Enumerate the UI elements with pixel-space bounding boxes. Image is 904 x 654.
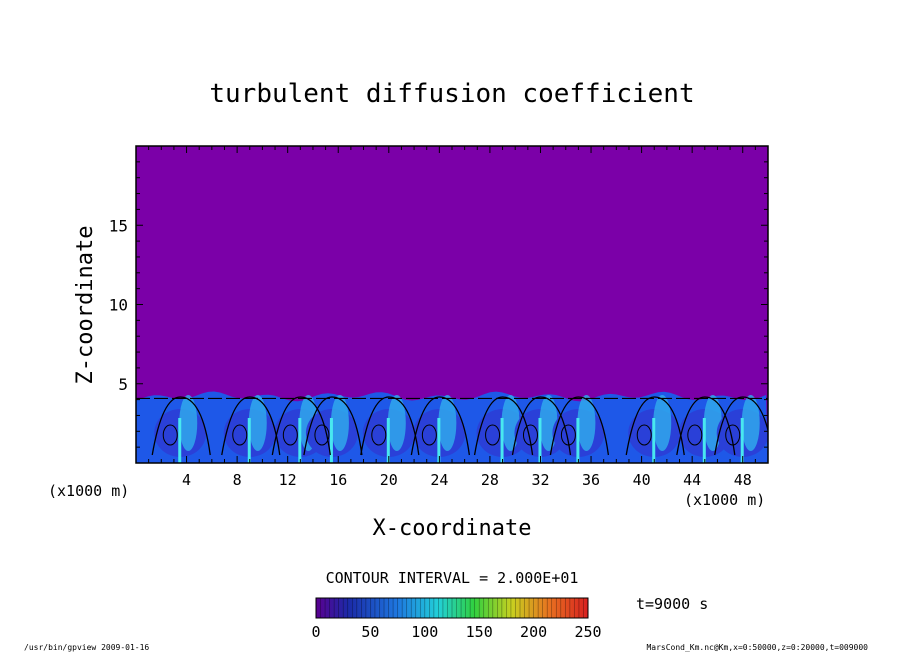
contour-line (676, 396, 736, 456)
plume-updraft (330, 395, 349, 451)
y-axis-label: Z-coordinate (73, 226, 98, 385)
plume-stem (386, 418, 390, 463)
x-tick-label: 8 (233, 471, 242, 489)
contour-line (360, 396, 420, 456)
colorbar-tick-label: 100 (411, 623, 438, 641)
footer-right: MarsCond_Km.nc@Km,x=0:50000,z=0:20000,t=… (646, 643, 868, 652)
x-tick-label: 32 (531, 471, 549, 489)
colorbar-tick-label: 150 (466, 623, 493, 641)
colorbar-tick-label: 250 (574, 623, 601, 641)
colorbar-tick-label: 0 (311, 623, 320, 641)
plume-updraft (577, 395, 596, 451)
plume-updraft (653, 395, 672, 451)
colorbar (315, 597, 589, 619)
plume-stem (298, 418, 302, 463)
contour-loop (687, 424, 703, 446)
plot-area (136, 146, 768, 463)
x-tick-label: 20 (380, 471, 398, 489)
contour-loop (282, 424, 298, 446)
colorbar-bands (320, 598, 584, 618)
x-tick-label: 4 (182, 471, 191, 489)
contour-line (151, 396, 211, 456)
x-tick-label: 28 (481, 471, 499, 489)
x-axis-label: X-coordinate (373, 516, 532, 541)
contour-loop (725, 424, 741, 446)
x-tick-label: 12 (279, 471, 297, 489)
contour-loop (314, 424, 330, 446)
colorbar-tick-label: 50 (361, 623, 379, 641)
plume-updraft (248, 395, 267, 451)
plume-stem (437, 418, 441, 463)
plume-updraft (438, 395, 457, 451)
contour-loop (636, 424, 652, 446)
x-tick-label: 40 (633, 471, 651, 489)
contour-line (625, 396, 685, 456)
time-label: t=9000 s (636, 595, 708, 613)
x-tick-label: 44 (683, 471, 701, 489)
contour-loop (232, 424, 248, 446)
contour-loop (421, 424, 437, 446)
contour-loop (371, 424, 387, 446)
plume-stem (538, 418, 542, 463)
x-tick-label: 16 (329, 471, 347, 489)
y-tick-label: 5 (118, 375, 128, 394)
x-tick-label: 36 (582, 471, 600, 489)
plume-stem (329, 418, 333, 463)
contour-line (549, 396, 610, 456)
plume-stem (652, 418, 656, 463)
contour-line (303, 396, 363, 456)
plume-updraft (179, 395, 198, 451)
contour-line (410, 396, 471, 456)
chart-title: turbulent diffusion coefficient (209, 79, 694, 109)
plume-updraft (387, 395, 406, 451)
contour-line (714, 396, 768, 456)
plume-stem (740, 418, 744, 463)
contour-interval-label: CONTOUR INTERVAL = 2.000E+01 (326, 569, 579, 587)
plume-stem (702, 418, 706, 463)
contour-line (511, 396, 572, 456)
contour-loop (162, 424, 178, 446)
contour-loop (522, 424, 538, 446)
plume-stem (500, 418, 504, 463)
x-unit-left: (x1000 m) (48, 482, 129, 500)
plume-stem (247, 418, 251, 463)
x-tick-label: 24 (430, 471, 448, 489)
x-unit-right: (x1000 m) (684, 491, 765, 509)
plume-stem (576, 418, 580, 463)
plume-updraft (741, 395, 760, 451)
y-tick-label: 10 (109, 296, 128, 315)
footer-left: /usr/bin/gpview 2009-01-16 (24, 643, 150, 652)
contour-line (473, 396, 534, 456)
contour-loop (485, 424, 501, 446)
x-tick-label: 48 (734, 471, 752, 489)
plume-stem (178, 418, 182, 463)
colorbar-tick-label: 200 (520, 623, 547, 641)
contour-loop (560, 424, 576, 446)
y-tick-label: 15 (109, 216, 128, 235)
contour-line (221, 396, 281, 456)
